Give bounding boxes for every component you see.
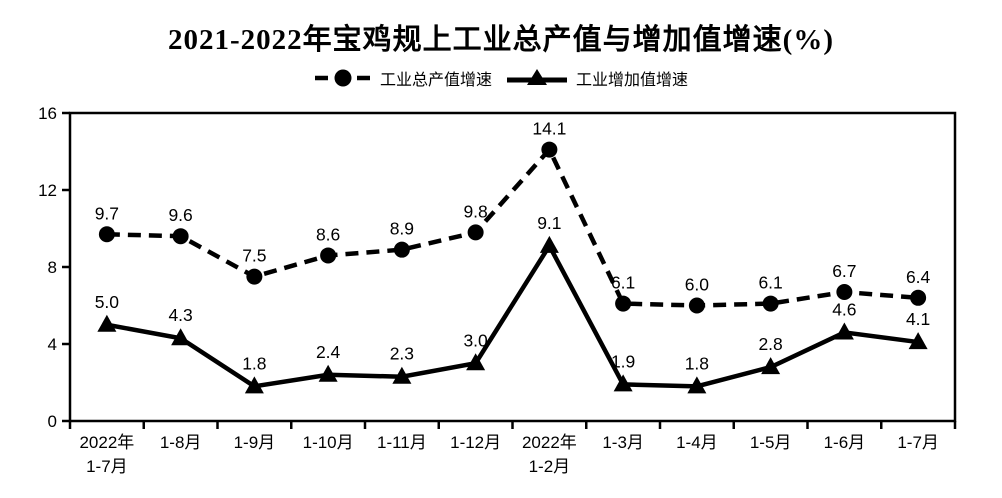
triangle-marker bbox=[761, 357, 781, 375]
legend-item-value-added: 工业增加值增速 bbox=[506, 66, 688, 90]
dashed-line-circle-marker-icon bbox=[314, 69, 371, 87]
x-tick-label: 1-10月 bbox=[303, 433, 354, 452]
circle-marker bbox=[541, 141, 558, 158]
legend-item-gross-output: 工业总产值增速 bbox=[314, 66, 492, 90]
data-label: 2.8 bbox=[758, 334, 782, 354]
x-tick-label: 1-4月 bbox=[676, 433, 718, 452]
x-tick-label: 1-8月 bbox=[160, 433, 202, 452]
data-label: 5.0 bbox=[95, 292, 120, 312]
x-tick-label: 1-3月 bbox=[602, 433, 644, 452]
x-tick-label: 1-11月 bbox=[377, 433, 427, 452]
circle-marker bbox=[467, 224, 484, 241]
data-label: 8.6 bbox=[316, 224, 340, 244]
circle-marker bbox=[615, 295, 632, 312]
data-label: 4.6 bbox=[832, 299, 856, 319]
data-label: 9.6 bbox=[168, 205, 192, 225]
data-label: 3.0 bbox=[463, 330, 488, 350]
circle-marker bbox=[762, 295, 779, 312]
data-label: 6.1 bbox=[758, 273, 782, 293]
circle-marker bbox=[98, 226, 115, 243]
triangle-marker bbox=[171, 328, 191, 346]
triangle-marker bbox=[97, 314, 117, 332]
x-tick-label: 1-12月 bbox=[450, 433, 501, 452]
circle-marker bbox=[393, 241, 410, 258]
data-label: 4.1 bbox=[906, 309, 930, 329]
x-tick-label: 1-7月 bbox=[86, 457, 128, 476]
circle-marker bbox=[246, 268, 263, 285]
series-line bbox=[106, 145, 919, 308]
x-tick-label: 1-6月 bbox=[824, 433, 866, 452]
data-label: 6.0 bbox=[685, 275, 710, 295]
triangle-marker bbox=[318, 364, 338, 382]
data-label: 7.5 bbox=[242, 246, 266, 266]
x-tick-label: 2022年 bbox=[522, 433, 577, 452]
circle-marker bbox=[688, 297, 705, 314]
x-tick-label: 2022年 bbox=[79, 433, 134, 452]
data-label: 6.7 bbox=[832, 261, 856, 281]
x-tick-label: 1-7月 bbox=[897, 433, 939, 452]
data-label: 6.1 bbox=[611, 273, 635, 293]
triangle-marker bbox=[687, 376, 707, 394]
legend-label: 工业总产值增速 bbox=[379, 72, 492, 89]
triangle-marker bbox=[244, 376, 264, 394]
chart-title: 2021-2022年宝鸡规上工业总产值与增加值增速(%) bbox=[168, 24, 834, 56]
circle-marker bbox=[172, 228, 189, 245]
series-line bbox=[106, 241, 919, 389]
x-tick-label: 1-5月 bbox=[750, 433, 792, 452]
data-label: 8.9 bbox=[390, 219, 414, 239]
y-tick-label: 12 bbox=[38, 181, 57, 200]
data-label: 1.8 bbox=[685, 353, 709, 373]
y-tick-label: 8 bbox=[48, 258, 57, 277]
x-tick-label: 1-2月 bbox=[529, 457, 571, 476]
data-label: 2.4 bbox=[316, 342, 341, 362]
triangle-marker bbox=[539, 235, 559, 253]
data-label: 6.4 bbox=[906, 267, 931, 287]
y-tick-label: 16 bbox=[38, 104, 57, 123]
data-label: 2.3 bbox=[390, 344, 414, 364]
legend-label: 工业增加值增速 bbox=[576, 72, 689, 89]
data-label: 4.3 bbox=[168, 305, 192, 325]
circle-marker bbox=[910, 289, 927, 306]
triangle-marker bbox=[392, 366, 412, 384]
chart-legend: 工业总产值增速 工业增加值增速 bbox=[0, 66, 1002, 90]
data-label: 1.8 bbox=[242, 353, 266, 373]
y-axis: 0 4 8 12 16 bbox=[38, 104, 70, 431]
triangle-marker bbox=[466, 353, 486, 371]
y-tick-label: 0 bbox=[48, 412, 57, 431]
circle-marker bbox=[320, 247, 337, 264]
series-0: 9.7 9.6 7.5 8.6 8.9 9.8 14.1 6.1 6.0 6.1 6.7 6.4 bbox=[95, 119, 931, 314]
solid-line-triangle-marker-icon bbox=[507, 69, 567, 85]
data-label: 9.8 bbox=[463, 201, 487, 221]
plot-frame bbox=[68, 111, 957, 423]
data-label: 9.7 bbox=[95, 203, 119, 223]
data-label: 14.1 bbox=[532, 119, 566, 139]
triangle-marker bbox=[908, 332, 928, 350]
circle-marker bbox=[836, 284, 853, 301]
y-tick-label: 4 bbox=[48, 335, 57, 354]
series-1: 5.0 4.3 1.8 2.4 2.3 3.0 9.1 1.9 1.8 2.8 4.6 4.1 bbox=[95, 213, 930, 394]
x-tick-label: 1-9月 bbox=[234, 433, 276, 452]
data-label: 9.1 bbox=[537, 213, 561, 233]
x-axis: 2022年 1-7月 1-8月 1-9月 1-10月 1-11月 1-12月 2022年 1-2… bbox=[68, 421, 957, 476]
data-label: 1.9 bbox=[611, 351, 635, 371]
triangle-marker bbox=[613, 374, 633, 392]
triangle-marker bbox=[834, 322, 854, 340]
